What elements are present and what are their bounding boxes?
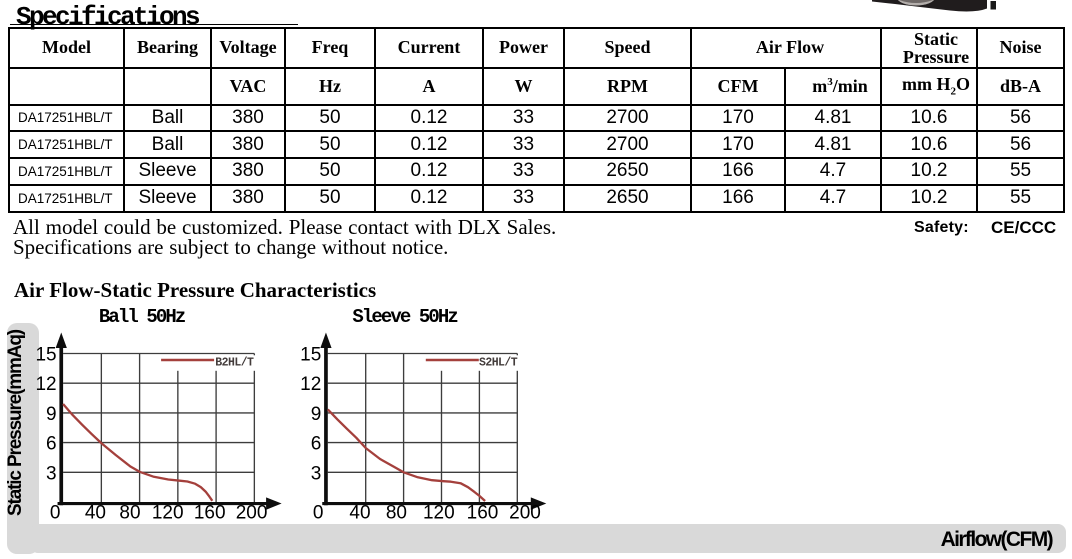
svg-text:120: 120: [423, 502, 455, 523]
svg-text:6: 6: [46, 434, 57, 455]
svg-text:160: 160: [194, 502, 226, 523]
svg-text:40: 40: [349, 502, 370, 523]
svg-text:15: 15: [300, 345, 321, 366]
svg-text:B2HL/T: B2HL/T: [215, 356, 254, 369]
svg-text:0: 0: [50, 502, 61, 523]
svg-text:3: 3: [46, 463, 57, 484]
svg-text:80: 80: [119, 502, 140, 523]
svg-text:6: 6: [311, 434, 322, 455]
svg-text:160: 160: [467, 502, 499, 523]
svg-text:S2HL/T: S2HL/T: [479, 356, 518, 369]
svg-text:40: 40: [85, 502, 106, 523]
svg-text:80: 80: [386, 502, 407, 523]
svg-text:Sleeve 50Hz: Sleeve 50Hz: [352, 306, 457, 328]
svg-text:12: 12: [35, 374, 56, 395]
svg-text:12: 12: [300, 374, 321, 395]
svg-text:9: 9: [46, 404, 57, 425]
svg-text:15: 15: [35, 345, 56, 366]
svg-text:Ball 50Hz: Ball 50Hz: [99, 306, 185, 328]
svg-text:200: 200: [236, 502, 268, 523]
svg-text:200: 200: [509, 502, 541, 523]
svg-text:9: 9: [311, 404, 322, 425]
svg-text:0: 0: [313, 502, 324, 523]
svg-text:120: 120: [152, 502, 184, 523]
svg-text:3: 3: [311, 463, 322, 484]
